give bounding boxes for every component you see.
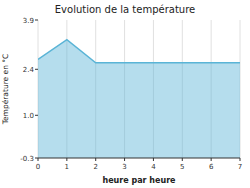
x-tick (240, 158, 241, 161)
y-axis-label: Température en °C (1, 54, 10, 126)
x-tick-label: 6 (209, 163, 214, 171)
x-tick (95, 158, 96, 161)
x-axis-line (38, 158, 240, 159)
y-tick-label: 1.0 (23, 112, 34, 120)
line (38, 40, 240, 63)
y-tick (35, 20, 38, 21)
x-tick-label: 2 (93, 163, 97, 171)
axes: 0 1 2 3 4 5 6 7 -0.3 1.0 2.4 3.9 (20, 17, 242, 172)
y-tick (35, 69, 38, 70)
x-tick-label: 7 (238, 163, 242, 171)
x-tick (182, 158, 183, 161)
x-axis-label: heure par heure (102, 176, 176, 185)
x-tick-label: 4 (151, 163, 156, 171)
chart-container: 0 1 2 3 4 5 6 7 -0.3 1.0 2.4 3.9 heure par heure Temp… (0, 0, 250, 188)
x-tick-label: 0 (36, 163, 40, 171)
x-tick-label: 5 (180, 163, 184, 171)
y-tick-label: 3.9 (23, 17, 34, 25)
plot-area (38, 40, 240, 158)
y-tick-label: -0.3 (20, 155, 34, 163)
x-tick (124, 158, 125, 161)
chart-svg: 0 1 2 3 4 5 6 7 -0.3 1.0 2.4 3.9 heure par heure Temp… (0, 0, 250, 188)
x-tick (153, 158, 154, 161)
x-tick-label: 3 (122, 163, 126, 171)
title: Evolution de la température (55, 4, 195, 15)
area (38, 40, 240, 158)
x-tick (66, 158, 67, 161)
y-tick-label: 2.4 (23, 66, 35, 74)
y-tick (35, 115, 38, 116)
y-tick (35, 158, 38, 159)
grid (38, 20, 240, 158)
x-tick (211, 158, 212, 161)
x-tick-label: 1 (65, 163, 69, 171)
